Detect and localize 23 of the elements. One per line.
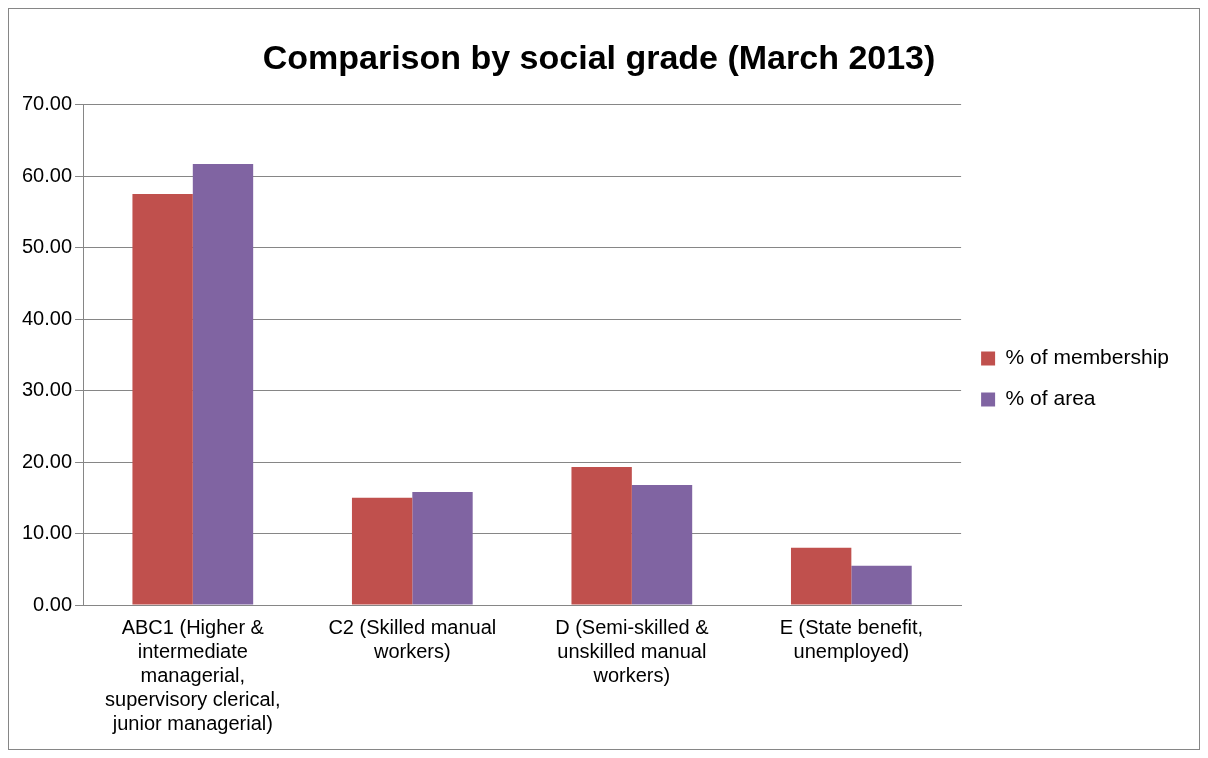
y-tick-label: 10.00 xyxy=(21,521,73,544)
bar xyxy=(571,467,632,605)
y-tick-label: 60.00 xyxy=(21,163,73,186)
x-tick-label: D (Semi-skilled & unskilled manual workers) xyxy=(555,615,710,686)
bar xyxy=(192,164,254,605)
bar xyxy=(631,484,693,605)
y-tick-label: 20.00 xyxy=(21,449,73,472)
x-tick-label: ABC1 (Higher & intermediate managerial, supervisory clerical, junior managerial) xyxy=(105,615,281,734)
bar xyxy=(351,497,413,605)
chart-title: Comparison by social grade (March 2013) xyxy=(262,37,936,76)
y-tick-label: 40.00 xyxy=(21,306,73,329)
y-tick-label: 70.00 xyxy=(21,92,73,115)
bar xyxy=(851,565,912,605)
bar xyxy=(790,547,852,605)
legend-label: % of membership xyxy=(1005,345,1170,369)
legend-label: % of area xyxy=(1005,386,1096,410)
bar xyxy=(132,194,193,605)
y-tick-label: 30.00 xyxy=(21,378,73,401)
x-tick-label: C2 (Skilled manual workers) xyxy=(328,615,497,662)
y-tick-label: 0.00 xyxy=(33,592,73,615)
y-tick-label: 50.00 xyxy=(21,235,73,258)
bar xyxy=(412,492,473,605)
x-tick-label: E (State benefit, unemployed) xyxy=(779,615,924,662)
